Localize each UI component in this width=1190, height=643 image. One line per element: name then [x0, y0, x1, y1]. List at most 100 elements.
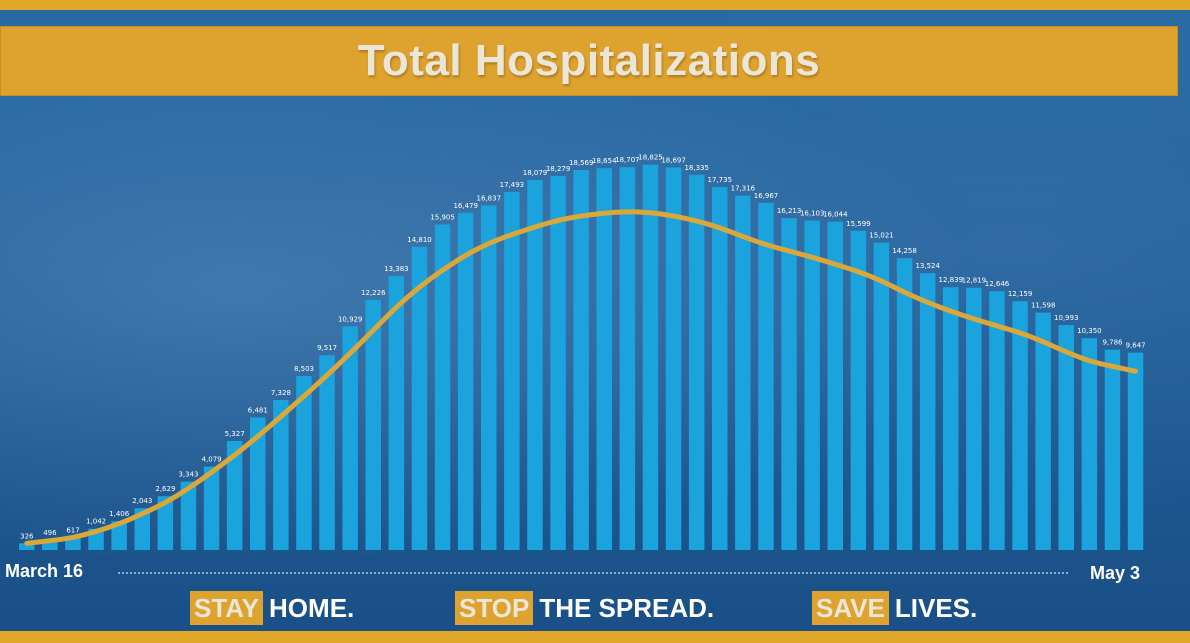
bar: [804, 220, 820, 550]
slogan-rest: HOME.: [269, 592, 355, 623]
bar: [896, 258, 913, 550]
bar: [1012, 301, 1028, 550]
data-label: 10,929: [338, 315, 363, 323]
data-label: 16,479: [453, 202, 478, 210]
data-label: 7,328: [271, 389, 291, 397]
bar: [388, 276, 405, 550]
slogan-stay-home: STAY HOME.: [190, 591, 354, 625]
data-label: 16,837: [477, 194, 502, 202]
bar: [688, 174, 705, 551]
bottom-stripe: [0, 631, 1190, 643]
data-label: 16,213: [777, 207, 802, 215]
slogan-highlight: SAVE: [812, 591, 889, 625]
bar: [273, 400, 289, 550]
bar: [735, 195, 751, 550]
data-label: 496: [43, 529, 57, 537]
bars-group: [19, 164, 1144, 551]
bar: [619, 167, 636, 550]
bar: [1127, 352, 1144, 550]
data-label: 11,598: [1031, 302, 1056, 310]
bar: [226, 441, 243, 550]
data-label: 15,021: [869, 232, 894, 240]
data-label: 2,629: [155, 485, 175, 493]
axis-dotted-line: [118, 572, 1068, 574]
bar: [203, 466, 220, 550]
slogan-highlight: STAY: [190, 591, 264, 625]
bar: [1058, 325, 1074, 550]
slogan-bar: STAY HOME. STOP THE SPREAD. SAVE LIVES.: [0, 591, 1190, 627]
data-label: 18,825: [638, 154, 663, 162]
bar: [411, 246, 428, 550]
data-label: 9,786: [1102, 339, 1123, 347]
bar: [111, 521, 127, 550]
data-label: 13,383: [384, 265, 409, 273]
data-label: 13,524: [915, 262, 940, 270]
data-label: 18,079: [523, 169, 548, 177]
data-label: 18,707: [615, 156, 640, 164]
data-label: 9,517: [317, 344, 337, 352]
bar: [550, 175, 566, 550]
bar: [504, 192, 520, 550]
bar: [966, 287, 982, 550]
data-label: 16,044: [823, 211, 848, 219]
data-label: 18,654: [592, 157, 617, 165]
x-axis-start-label: March 16: [5, 561, 84, 581]
data-label: 16,967: [754, 192, 779, 200]
bar: [481, 205, 497, 550]
data-label: 18,279: [546, 165, 571, 173]
data-label: 16,103: [800, 210, 825, 218]
data-label: 10,350: [1077, 327, 1102, 335]
data-label: 12,226: [361, 289, 386, 297]
bar: [642, 164, 659, 550]
title-banner: Total Hospitalizations: [0, 26, 1178, 96]
bar: [827, 221, 843, 550]
data-label: 6,481: [248, 406, 268, 414]
data-label: 18,335: [684, 164, 709, 172]
data-label: 14,810: [407, 236, 432, 244]
bar: [665, 167, 682, 550]
bar: [365, 299, 381, 550]
bar: [1035, 312, 1051, 550]
bar: [919, 273, 936, 550]
data-label: 14,258: [892, 247, 917, 255]
bar: [319, 355, 335, 550]
slogan-highlight: STOP: [455, 591, 534, 625]
data-label: 2,043: [132, 497, 152, 505]
data-label: 18,697: [661, 156, 686, 164]
bar: [573, 170, 589, 550]
data-label: 18,569: [569, 159, 594, 167]
data-label: 3,343: [178, 471, 198, 479]
trend-line: [24, 209, 1139, 546]
data-label: 5,327: [225, 430, 245, 438]
bar: [781, 218, 797, 550]
data-label: 10,993: [1054, 314, 1079, 322]
data-label: 4,079: [202, 456, 222, 464]
bar: [296, 376, 312, 550]
data-label: 12,839: [939, 276, 964, 284]
data-label: 9,647: [1126, 342, 1146, 350]
slogan-stop-spread: STOP THE SPREAD.: [455, 591, 714, 625]
data-label: 17,316: [731, 185, 756, 193]
bar: [943, 287, 959, 550]
bar: [1081, 338, 1098, 550]
bar: [758, 202, 774, 551]
data-label: 8,503: [294, 365, 314, 373]
bar: [342, 326, 358, 550]
bar: [157, 496, 174, 550]
top-stripe: [0, 0, 1190, 10]
bar: [134, 508, 150, 550]
page-title: Total Hospitalizations: [357, 36, 821, 85]
data-label: 1,406: [109, 510, 130, 518]
data-label: 1,042: [86, 518, 106, 526]
bar: [1104, 349, 1121, 550]
bar: [850, 230, 867, 551]
data-label: 17,493: [500, 181, 525, 189]
bar: [527, 180, 543, 550]
bar: [873, 242, 890, 550]
slogan-save-lives: SAVE LIVES.: [812, 591, 977, 625]
bar: [712, 187, 728, 550]
data-label: 17,735: [708, 176, 733, 184]
data-label: 15,905: [430, 214, 455, 222]
data-label: 326: [20, 532, 34, 540]
slogan-rest: THE SPREAD.: [539, 592, 715, 623]
